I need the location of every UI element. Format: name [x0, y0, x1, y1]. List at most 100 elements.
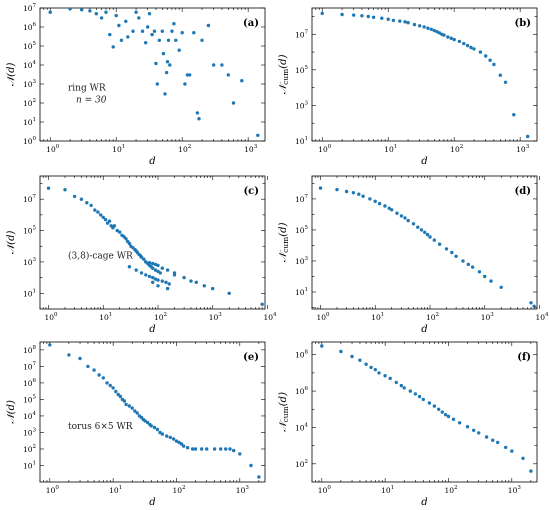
y-tick-label: 102 [295, 459, 308, 469]
data-point [63, 188, 67, 192]
data-point [503, 80, 508, 85]
data-point [423, 230, 427, 234]
data-point [114, 13, 118, 18]
data-point [461, 259, 465, 263]
data-point [151, 266, 155, 270]
data-point [195, 111, 200, 115]
data-point [529, 301, 533, 305]
data-point [491, 438, 495, 442]
data-point [368, 197, 372, 201]
data-point [432, 238, 436, 242]
data-point [484, 435, 489, 439]
data-point [174, 439, 179, 443]
data-point [48, 10, 52, 14]
data-point [177, 440, 181, 445]
data-point [165, 434, 169, 438]
panel-label: (a) [243, 18, 259, 29]
data-point [151, 280, 155, 284]
data-point [504, 445, 508, 450]
data-point [477, 431, 481, 435]
data-point [496, 440, 500, 445]
data-point [390, 208, 394, 212]
data-point [126, 35, 130, 39]
data-point [172, 22, 176, 26]
data-point [153, 268, 158, 272]
data-point [156, 263, 160, 268]
data-point [112, 224, 117, 228]
data-point [194, 280, 198, 284]
data-point [174, 38, 178, 42]
data-point [124, 19, 128, 23]
data-point [465, 43, 470, 48]
x-tick-label: 101 [109, 485, 122, 495]
data-point [419, 228, 424, 232]
y-tick-label: 100 [23, 136, 37, 146]
data-point [406, 21, 410, 25]
x-tick-label: 101 [112, 144, 125, 154]
data-point [168, 63, 172, 67]
x-tick-label: 100 [318, 485, 332, 495]
data-point [200, 38, 204, 42]
data-point [472, 47, 476, 51]
data-point [443, 413, 448, 417]
data-point [205, 447, 209, 451]
data-point [256, 133, 260, 137]
data-point [142, 257, 146, 261]
y-axis-label: 𝒩cum(d) [278, 392, 290, 432]
data-point [189, 279, 193, 283]
data-point [228, 447, 232, 451]
y-tick-label: 103 [23, 79, 37, 89]
data-point [398, 19, 402, 23]
data-point [478, 50, 483, 54]
data-point [72, 194, 77, 199]
data-point [164, 70, 169, 75]
data-point [164, 280, 168, 284]
data-point [127, 404, 131, 408]
data-point [150, 32, 154, 37]
data-point [127, 241, 132, 246]
data-point [364, 362, 368, 366]
data-point [152, 29, 157, 33]
data-point [78, 356, 82, 361]
data-point [107, 219, 112, 223]
data-point [427, 401, 432, 405]
y-axis-label: 𝒩(d) [6, 231, 17, 255]
y-tick-label: 107 [23, 3, 37, 13]
data-point [156, 278, 160, 282]
data-point [147, 12, 152, 16]
data-point [80, 8, 84, 12]
data-point [380, 16, 384, 20]
data-point [418, 24, 422, 28]
panel-label: (d) [515, 186, 531, 197]
data-point [118, 230, 122, 234]
y-tick-label: 107 [23, 361, 37, 371]
data-point [231, 101, 236, 105]
data-point [144, 41, 148, 45]
data-point [483, 274, 487, 279]
data-point [197, 117, 201, 121]
data-point [144, 273, 148, 277]
data-point [152, 425, 157, 430]
data-point [101, 376, 106, 380]
y-tick-label: 106 [23, 22, 37, 32]
data-point [200, 447, 204, 451]
data-point [188, 73, 192, 77]
data-point [93, 208, 97, 212]
panel-label: (e) [243, 352, 259, 363]
data-point [115, 228, 119, 233]
data-point [134, 10, 138, 14]
data-point [526, 134, 530, 139]
data-point [157, 38, 161, 42]
x-tick-label: 100 [318, 144, 332, 154]
plot-frame [39, 7, 266, 142]
data-point [156, 284, 160, 288]
y-tick-label: 108 [23, 345, 37, 355]
data-point [408, 389, 412, 393]
y-tick-label: 106 [295, 386, 309, 396]
data-point [154, 61, 158, 66]
data-point [97, 373, 101, 377]
data-point [117, 23, 121, 28]
data-point [249, 463, 253, 468]
panel-label: (b) [515, 18, 531, 29]
data-point [446, 35, 450, 39]
